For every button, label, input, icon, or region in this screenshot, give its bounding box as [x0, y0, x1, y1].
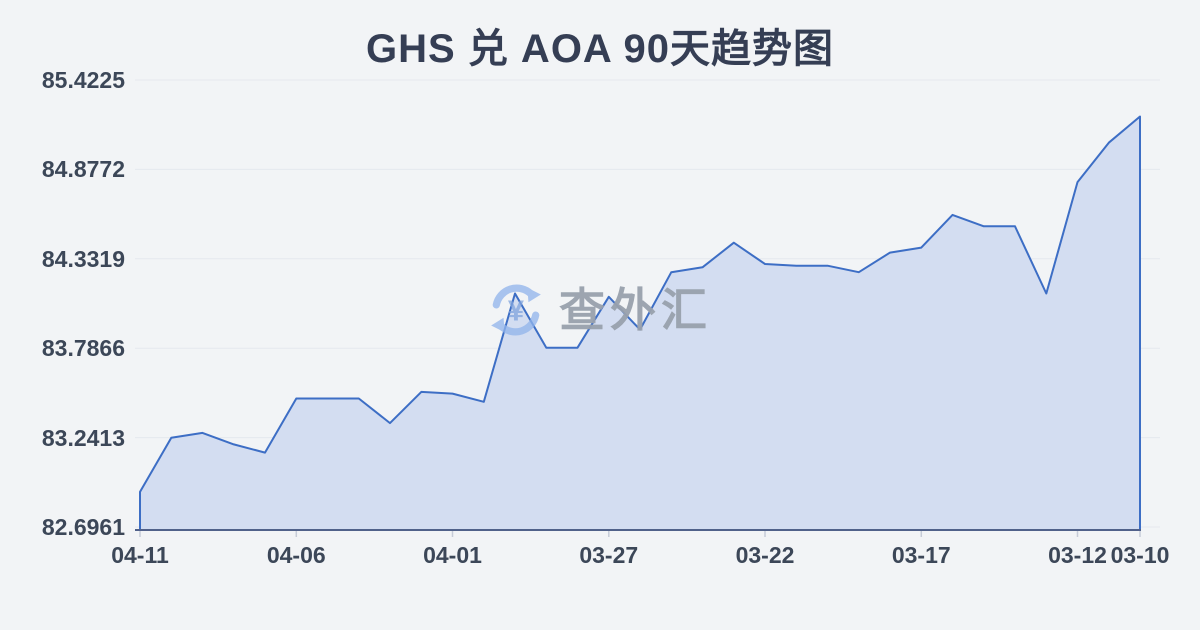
x-axis-label: 03-12 — [1048, 542, 1107, 568]
y-axis-label: 85.4225 — [41, 67, 125, 93]
x-axis-label: 03-27 — [579, 542, 639, 568]
watermark-text: 查外汇 — [559, 284, 712, 336]
y-axis-label: 83.7866 — [41, 335, 125, 362]
y-axis-label: 84.8772 — [41, 156, 125, 183]
y-axis-label: 83.2413 — [41, 424, 125, 451]
series-area-fill — [140, 116, 1140, 530]
exchange-arrowhead-left — [491, 317, 505, 333]
chart-title: GHS 兑 AOA 90天趋势图 — [366, 27, 834, 71]
currency-exchange-icon: ¥ — [491, 284, 541, 336]
series-line — [139, 115, 1141, 530]
exchange-arrow-bottom — [497, 311, 540, 336]
x-axis-label: 04-01 — [423, 542, 482, 568]
watermark: ¥ 查外汇 — [487, 281, 712, 339]
y-axis-label: 82.6961 — [41, 514, 125, 540]
x-axis-label: 04-11 — [111, 542, 169, 568]
y-axis-label: 84.3319 — [41, 245, 125, 272]
yuan-symbol: ¥ — [508, 295, 524, 327]
x-axis-label: 03-17 — [891, 542, 951, 568]
x-axis-label: 03-10 — [1110, 542, 1170, 568]
exchange-arrow-top — [492, 284, 535, 309]
x-axis-label: 03-22 — [735, 542, 795, 568]
exchange-arrowhead-right — [527, 287, 541, 303]
x-axis-label: 04-06 — [266, 542, 326, 568]
